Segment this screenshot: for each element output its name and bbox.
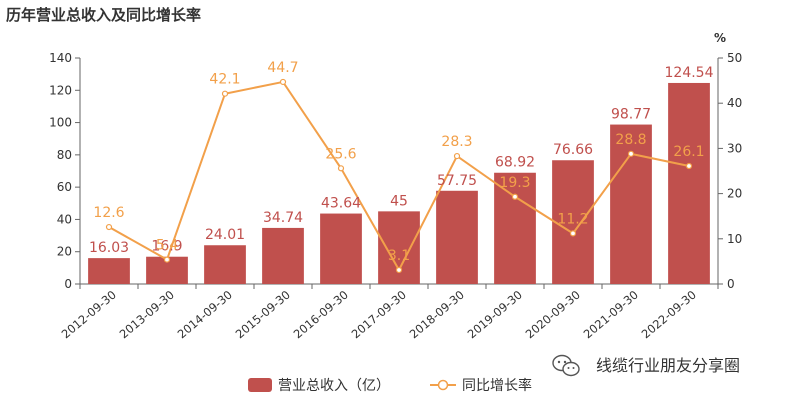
line-point xyxy=(337,165,345,172)
y-left-tick-label: 60 xyxy=(57,180,72,194)
line-value-label: 26.1 xyxy=(673,144,704,160)
bar-value-label: 76.66 xyxy=(553,142,593,158)
bar-value-label: 34.74 xyxy=(263,210,303,226)
chart-title: 历年营业总收入及同比增长率 xyxy=(6,6,201,24)
bar xyxy=(88,258,130,284)
y-left-tick-label: 100 xyxy=(49,116,72,130)
line-value-label: 5.4 xyxy=(156,238,178,254)
bar xyxy=(204,245,246,284)
legend-line-label: 同比增长率 xyxy=(462,377,532,394)
legend-bar-label: 营业总收入（亿） xyxy=(278,378,390,394)
line-value-label: 28.8 xyxy=(615,132,646,148)
bar xyxy=(436,190,478,284)
data-labels: 16.03 16.9 24.01 34.74 43.64 45 57.75 68.92 76.6… xyxy=(89,60,714,264)
bar-value-label: 43.64 xyxy=(321,196,361,212)
line-point xyxy=(163,256,171,263)
bar xyxy=(494,172,536,284)
legend-line-marker xyxy=(437,379,449,391)
x-tick-label: 2021-09-30 xyxy=(581,288,641,342)
y-left-tick-label: 120 xyxy=(49,83,72,97)
y-right-tick-label: 0 xyxy=(727,277,735,291)
bar xyxy=(320,213,362,284)
x-tick-label: 2016-09-30 xyxy=(291,288,351,342)
y-right-tick-label: 40 xyxy=(727,96,742,110)
legend: 营业总收入（亿） 同比增长率 xyxy=(248,377,532,394)
watermark-text: 线缆行业朋友分享圈 xyxy=(596,356,740,375)
x-tick-label: 2013-09-30 xyxy=(117,288,177,342)
line-point xyxy=(395,266,403,274)
line-point xyxy=(685,162,693,170)
line-point xyxy=(105,223,113,231)
y-left-tick-label: 140 xyxy=(49,51,72,65)
line-point xyxy=(569,230,577,237)
line-series xyxy=(105,78,693,274)
x-tick-label: 2020-09-30 xyxy=(523,288,583,342)
bar-series xyxy=(88,82,710,285)
line-point xyxy=(511,193,519,200)
line-value-label: 11.2 xyxy=(557,211,588,227)
bar-value-label: 24.01 xyxy=(205,227,245,243)
line-value-label: 44.7 xyxy=(267,60,298,76)
line-value-label: 12.6 xyxy=(93,205,124,221)
legend-bar-swatch xyxy=(248,378,272,392)
bar xyxy=(552,160,594,284)
y-right-tick-label: 50 xyxy=(727,51,742,65)
y-right-tick-label: 10 xyxy=(727,232,742,246)
bar-value-label: 98.77 xyxy=(611,107,651,123)
line-value-label: 25.6 xyxy=(325,146,356,162)
bar-value-label: 45 xyxy=(390,193,408,209)
line-point xyxy=(627,150,635,157)
x-tick-label: 2012-09-30 xyxy=(59,288,119,342)
bar-value-label: 68.92 xyxy=(495,155,535,171)
line-value-label: 42.1 xyxy=(209,72,240,88)
bar xyxy=(668,82,710,285)
wechat-icon xyxy=(552,354,580,377)
bar xyxy=(610,124,652,284)
y-left-tick-label: 20 xyxy=(57,245,72,259)
y-right-tick-label: 30 xyxy=(727,141,742,155)
x-tick-label: 2017-09-30 xyxy=(349,288,409,342)
bar-value-label: 124.54 xyxy=(665,65,714,81)
x-tick-label: 2022-09-30 xyxy=(639,288,699,342)
x-tick-label: 2018-09-30 xyxy=(407,288,467,342)
line-value-label: 3.1 xyxy=(388,248,410,264)
x-tick-label: 2015-09-30 xyxy=(233,288,293,342)
line-point xyxy=(279,78,287,86)
x-tick-label: 2014-09-30 xyxy=(175,288,235,342)
y-left-tick-label: 0 xyxy=(64,277,72,291)
y-left-tick-label: 80 xyxy=(57,148,72,162)
bar-value-label: 16.9 xyxy=(151,239,182,255)
bar-value-label: 16.03 xyxy=(89,240,129,256)
x-tick-label: 2019-09-30 xyxy=(465,288,525,342)
watermark: 线缆行业朋友分享圈 xyxy=(552,354,740,377)
bar-value-label: 57.75 xyxy=(437,173,477,189)
bar xyxy=(262,227,304,284)
y-right-tick-label: 20 xyxy=(727,187,742,201)
line-value-label: 28.3 xyxy=(441,134,472,150)
y-left-tick-label: 40 xyxy=(57,212,72,226)
line-value-label: 19.3 xyxy=(499,175,530,191)
y-right-unit: % xyxy=(714,31,726,45)
line-point xyxy=(221,90,229,97)
line-point xyxy=(453,152,461,160)
